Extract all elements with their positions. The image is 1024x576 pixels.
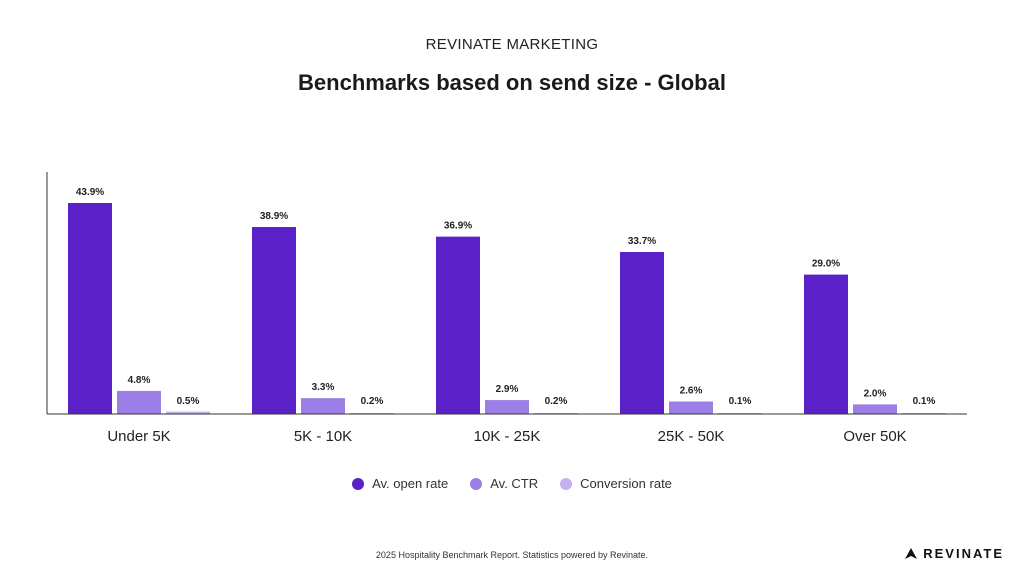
x-tick-label-4: 25K - 50K (658, 428, 725, 445)
bar-2-4 (669, 401, 713, 414)
revinate-logo-icon (905, 547, 918, 559)
data-label-2-4: 2.6% (680, 386, 703, 397)
bar-3-1 (166, 411, 210, 414)
data-label-2-1: 4.8% (128, 375, 151, 386)
data-label-3-3: 0.2% (545, 396, 568, 407)
data-label-3-2: 0.2% (361, 396, 384, 407)
bar-1-5 (804, 274, 848, 414)
chart-kicker: REVINATE MARKETING (425, 36, 599, 53)
data-label-3-4: 0.1% (729, 396, 752, 407)
chart-legend: Av. open rate Av. CTR Conversion rate (0, 476, 1024, 491)
brand-name: REVINATE (923, 546, 1004, 561)
legend-label-open-rate: Av. open rate (372, 476, 449, 491)
legend-label-conversion: Conversion rate (580, 476, 672, 491)
data-label-2-3: 2.9% (496, 384, 519, 395)
footer-note: 2025 Hospitality Benchmark Report. Stati… (375, 550, 649, 560)
bar-2-5 (853, 404, 897, 414)
data-label-1-5: 29.0% (812, 259, 840, 270)
bar-1-4 (620, 252, 664, 414)
bar-2-3 (485, 400, 529, 414)
legend-label-ctr: Av. CTR (490, 476, 539, 491)
x-tick-label-3: 10K - 25K (474, 428, 541, 445)
bar-1-1 (68, 203, 112, 414)
data-label-3-5: 0.1% (913, 396, 936, 407)
legend-item-ctr: Av. CTR (470, 476, 538, 491)
bar-2-2 (301, 398, 345, 414)
data-label-2-5: 2.0% (864, 388, 887, 399)
legend-item-open-rate: Av. open rate (352, 476, 448, 491)
data-label-3-1: 0.5% (177, 396, 200, 407)
bar-chart: 43.9% 4.8% 0.5% Under 5K 38.9% 3.3% 0.2% 5K - 1… (46, 172, 967, 445)
legend-dot-open-rate (352, 477, 365, 490)
bar-2-1 (117, 390, 161, 414)
data-label-2-2: 3.3% (312, 382, 335, 393)
legend-dot-ctr (470, 477, 483, 490)
bar-1-3 (436, 236, 480, 414)
brand-logo: REVINATE (904, 546, 1004, 561)
x-tick-label-1: Under 5K (107, 428, 170, 445)
legend-dot-conversion (560, 477, 573, 490)
data-label-1-3: 36.9% (444, 221, 472, 232)
data-label-1-4: 33.7% (628, 236, 656, 247)
data-label-1-2: 38.9% (260, 211, 288, 222)
x-tick-label-2: 5K - 10K (294, 428, 352, 445)
x-tick-label-5: Over 50K (843, 428, 906, 445)
data-label-1-1: 43.9% (76, 187, 104, 198)
bar-1-2 (252, 227, 296, 414)
chart-title: Benchmarks based on send size - Global (298, 70, 726, 95)
legend-item-conversion: Conversion rate (560, 476, 672, 491)
